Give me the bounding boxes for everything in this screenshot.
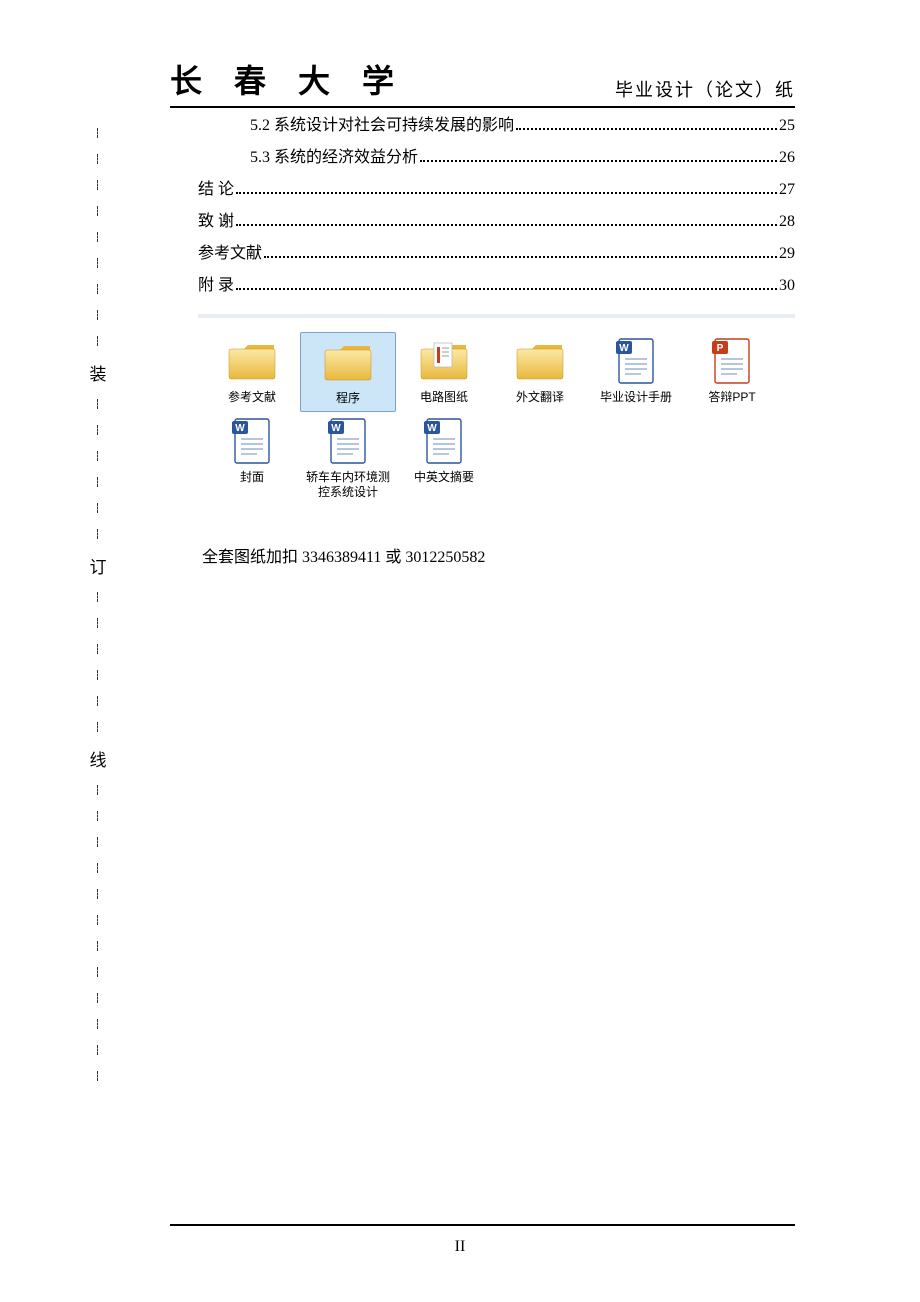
- toc-page: 30: [779, 270, 795, 302]
- toc-row: 5.3 系统的经济效益分析 26: [198, 142, 795, 174]
- page-number: II: [0, 1238, 920, 1256]
- toc-page: 29: [779, 238, 795, 270]
- ppt-file-icon: P: [704, 336, 760, 386]
- file-label: 外文翻译: [516, 390, 564, 406]
- content-area: 5.2 系统设计对社会可持续发展的影响 25 5.3 系统的经济效益分析 26 结 论 2…: [198, 110, 795, 567]
- svg-text:W: W: [427, 423, 437, 434]
- file-item[interactable]: 参考文献: [204, 332, 300, 412]
- svg-text:W: W: [619, 343, 629, 354]
- toc-label: 5.2 系统设计对社会可持续发展的影响: [250, 110, 514, 142]
- file-item[interactable]: 外文翻译: [492, 332, 588, 412]
- word-file-icon: W: [320, 416, 376, 466]
- folder-icon: [320, 337, 376, 387]
- binding-char: 订: [90, 553, 107, 578]
- page-header: 长 春 大 学 毕业设计（论文）纸: [170, 56, 795, 108]
- toc-page: 27: [779, 174, 795, 206]
- binding-margin: 装订线: [88, 120, 108, 1100]
- table-of-contents: 5.2 系统设计对社会可持续发展的影响 25 5.3 系统的经济效益分析 26 结 论 2…: [198, 110, 795, 302]
- toc-page: 25: [779, 110, 795, 142]
- toc-label: 5.3 系统的经济效益分析: [250, 142, 418, 174]
- word-file-icon: W: [224, 416, 280, 466]
- file-label: 轿车车内环境测控系统设计: [303, 470, 393, 501]
- file-label: 电路图纸: [420, 390, 468, 406]
- file-item[interactable]: W 轿车车内环境测控系统设计: [300, 412, 396, 505]
- file-item[interactable]: 电路图纸: [396, 332, 492, 412]
- footer-divider: [170, 1224, 795, 1226]
- toc-row: 5.2 系统设计对社会可持续发展的影响 25: [198, 110, 795, 142]
- file-label: 答辩PPT: [708, 390, 755, 406]
- toc-page: 28: [779, 206, 795, 238]
- toc-dots: [516, 128, 777, 130]
- file-grid: 参考文献 程序 电路图纸 外文翻译: [204, 332, 789, 505]
- word-file-icon: W: [608, 336, 664, 386]
- toc-row: 结 论 27: [198, 174, 795, 206]
- file-label: 参考文献: [228, 390, 276, 406]
- toc-dots: [236, 224, 777, 226]
- folder-icon: [224, 336, 280, 386]
- file-item[interactable]: W 中英文摘要: [396, 412, 492, 505]
- toc-label: 参考文献: [198, 238, 262, 270]
- file-label: 封面: [240, 470, 264, 486]
- file-item[interactable]: W 封面: [204, 412, 300, 505]
- header-subtitle: 毕业设计（论文）纸: [615, 76, 795, 102]
- svg-text:W: W: [235, 423, 245, 434]
- toc-row: 参考文献 29: [198, 238, 795, 270]
- toc-dots: [264, 256, 777, 258]
- file-item[interactable]: P 答辩PPT: [684, 332, 780, 412]
- toc-label: 附 录: [198, 270, 234, 302]
- toc-row: 致 谢 28: [198, 206, 795, 238]
- toc-page: 26: [779, 142, 795, 174]
- svg-text:P: P: [717, 343, 724, 354]
- file-label: 毕业设计手册: [600, 390, 672, 406]
- toc-label: 致 谢: [198, 206, 234, 238]
- file-label: 程序: [336, 391, 360, 407]
- contact-text: 全套图纸加扣 3346389411 或 3012250582: [198, 543, 795, 567]
- binding-char: 线: [90, 746, 107, 771]
- toc-label: 结 论: [198, 174, 234, 206]
- svg-text:W: W: [331, 423, 341, 434]
- university-name: 长 春 大 学: [170, 56, 406, 102]
- file-item[interactable]: 程序: [300, 332, 396, 412]
- folder-icon: [512, 336, 568, 386]
- toc-dots: [420, 160, 777, 162]
- file-browser: 参考文献 程序 电路图纸 外文翻译: [198, 314, 795, 513]
- binding-char: 装: [90, 360, 107, 385]
- file-item[interactable]: W 毕业设计手册: [588, 332, 684, 412]
- toc-dots: [236, 288, 777, 290]
- word-file-icon: W: [416, 416, 472, 466]
- folder-icon: [416, 336, 472, 386]
- toc-row: 附 录 30: [198, 270, 795, 302]
- toc-dots: [236, 192, 777, 194]
- file-label: 中英文摘要: [414, 470, 474, 486]
